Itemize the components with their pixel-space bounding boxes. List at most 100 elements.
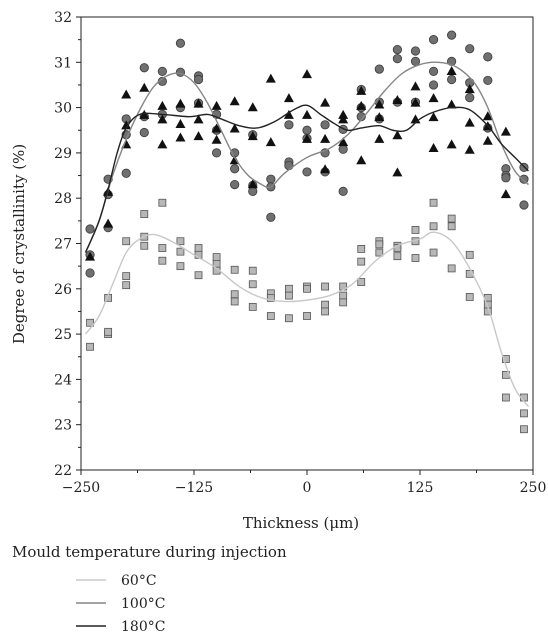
point-100c [483,52,493,62]
point-180c [356,100,367,110]
x-axis-label: Thickness (μm) [243,514,359,532]
point-60c [447,264,456,273]
y-tick-label: 29 [54,146,72,162]
point-180c [157,139,168,149]
point-60c [248,266,257,275]
point-60c [285,314,293,323]
point-60c [158,244,167,252]
point-180c [338,109,349,119]
point-60c [429,198,438,207]
point-60c [447,214,456,223]
point-180c [374,112,385,122]
point-100c [519,200,529,210]
point-180c [374,133,385,143]
point-100c [410,56,421,66]
point-180c [464,144,475,154]
point-60c [86,318,94,327]
point-180c [103,218,114,228]
point-100c [85,224,95,234]
x-tick-label: −250 [62,480,100,496]
plot-frame [80,16,534,471]
point-60c [122,281,131,290]
point-100c [447,74,457,85]
point-180c [283,109,294,119]
point-60c [285,284,293,293]
point-180c [157,114,168,124]
legend-title: Mould temperature during injection [12,543,287,561]
point-180c [338,114,349,124]
y-tick-label: 25 [54,327,72,343]
point-100c [284,120,294,130]
point-100c [465,93,475,103]
point-180c [121,89,132,99]
point-100c [266,174,276,184]
point-60c [465,293,474,301]
point-60c [158,198,167,207]
point-60c [248,280,257,289]
legend: 60°C 100°C 180°C [76,573,165,635]
point-180c [175,98,186,108]
point-100c [85,268,95,278]
point-100c [248,186,258,197]
point-180c [302,133,312,143]
point-60c [411,226,420,234]
point-180c [392,94,403,104]
y-tick-label: 30 [54,101,72,117]
point-100c [230,164,240,174]
point-60c [303,284,311,293]
x-axis: −250 −125 0 125 250 [62,470,547,496]
point-100c [139,127,149,138]
point-60c [194,271,203,280]
point-60c [393,252,402,261]
point-60c [357,257,366,266]
point-60c [375,248,384,257]
point-100c [465,44,475,54]
point-180c [464,84,475,94]
point-60c [429,222,438,231]
y-tick-label: 24 [54,372,72,388]
point-60c [285,291,293,300]
point-100c [266,212,276,222]
point-180c [500,189,511,199]
point-180c [139,82,150,92]
x-tick-label: 250 [520,480,547,496]
point-60c [266,293,275,302]
point-100c [230,180,240,190]
point-180c [121,120,132,130]
point-180c [302,69,312,79]
point-100c [410,46,421,56]
point-180c [320,164,331,174]
point-180c [265,73,276,83]
point-60c [357,278,366,286]
point-60c [266,312,275,320]
point-100c [392,45,402,55]
point-180c [410,97,421,107]
point-180c [157,100,168,110]
point-60c [520,409,528,418]
fit-lines [84,61,530,408]
point-60c [357,245,366,253]
point-60c [176,262,185,271]
y-tick-label: 22 [54,463,72,479]
point-100c [392,54,402,64]
point-60c [122,272,131,281]
point-60c [501,393,510,402]
point-180c [392,167,403,177]
point-100c [501,173,511,183]
point-60c [230,297,239,306]
point-180c [320,133,331,143]
point-180c [356,85,367,95]
point-180c [446,99,457,109]
legend-180c-label: 180°C [121,619,165,635]
point-180c [229,123,240,133]
point-100c [193,74,204,85]
point-100c [139,63,149,73]
point-100c [157,66,167,76]
point-180c [193,131,204,141]
point-60c [339,291,348,300]
point-180c [320,97,331,107]
fit-line-100c [84,61,529,253]
point-60c [230,265,239,274]
point-180c [482,111,493,121]
